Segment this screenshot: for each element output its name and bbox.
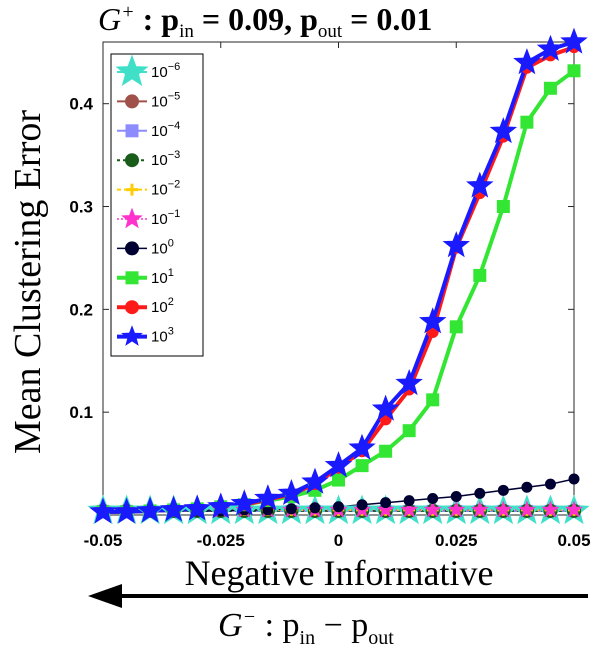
data-point <box>513 48 541 75</box>
data-point <box>402 424 416 438</box>
data-point <box>125 300 139 315</box>
data-point <box>496 200 510 214</box>
data-point <box>560 27 588 54</box>
data-point <box>497 484 509 496</box>
data-point <box>125 94 139 109</box>
data-point <box>567 64 581 78</box>
x-tick-label: 0.025 <box>435 531 478 550</box>
data-point <box>403 495 415 507</box>
data-point <box>254 484 282 511</box>
data-point <box>121 207 143 229</box>
data-point <box>400 500 419 518</box>
data-point <box>136 496 164 523</box>
data-point <box>494 500 513 518</box>
negative-direction-arrow <box>88 584 588 608</box>
data-point <box>541 500 560 518</box>
data-point <box>112 497 141 524</box>
x-tick-label: -0.05 <box>84 531 123 550</box>
data-point <box>489 117 518 144</box>
data-point <box>355 459 369 473</box>
x-tick-label: 0.05 <box>557 531 590 550</box>
data-point <box>379 444 393 458</box>
data-point <box>380 497 392 509</box>
data-point <box>230 489 259 516</box>
x-tick-label: 0 <box>334 531 343 550</box>
data-point <box>568 473 580 485</box>
data-point <box>473 268 487 282</box>
data-point <box>427 493 439 505</box>
data-point <box>126 183 138 196</box>
data-point <box>333 501 344 513</box>
data-point <box>520 115 534 129</box>
data-point <box>121 325 143 346</box>
data-point <box>159 495 188 522</box>
y-tick-label: 0.3 <box>69 198 93 217</box>
y-tick-label: 0.4 <box>69 95 93 114</box>
bottom-label: G− : pin − pout <box>218 606 394 646</box>
data-point <box>536 34 565 61</box>
data-point <box>418 307 447 334</box>
data-point <box>207 492 235 519</box>
data-point <box>470 500 489 518</box>
y-axis-label: Mean Clustering Error <box>7 110 49 454</box>
data-point <box>125 153 139 168</box>
x-tick-label: -0.025 <box>197 531 245 550</box>
data-point <box>474 487 486 499</box>
data-point <box>521 481 533 493</box>
data-point <box>301 467 329 494</box>
data-point <box>356 499 368 511</box>
data-point <box>324 451 353 478</box>
data-point <box>309 502 321 514</box>
data-point <box>125 271 139 285</box>
data-point <box>371 394 400 421</box>
data-point <box>125 124 139 138</box>
y-tick-label: 0.1 <box>69 403 93 422</box>
data-point <box>89 497 117 524</box>
data-point <box>348 433 376 460</box>
data-point <box>183 494 211 521</box>
data-point <box>544 478 556 490</box>
data-point <box>285 503 297 515</box>
data-point <box>466 171 494 198</box>
chart-title: G+ : pin = 0.09, pout = 0.01 <box>98 1 432 42</box>
data-point <box>565 500 583 518</box>
data-point <box>277 478 306 506</box>
data-point <box>332 473 345 487</box>
y-tick-label: 0.2 <box>69 300 93 319</box>
data-point <box>426 393 440 407</box>
data-point <box>543 81 557 95</box>
data-point <box>447 500 466 518</box>
series-markers <box>87 27 590 525</box>
data-point <box>517 500 536 518</box>
data-point <box>442 231 470 258</box>
data-point <box>376 500 395 518</box>
data-point <box>423 500 442 518</box>
data-point <box>115 54 149 87</box>
x-axis-label: Negative Informative <box>185 553 494 593</box>
axis-ticks: -0.05 -0.025 0 0.025 0.05 0.1 0.2 0.3 0.4 <box>69 42 591 550</box>
data-point <box>450 490 462 502</box>
data-point <box>125 241 139 256</box>
data-point <box>395 368 423 396</box>
data-point <box>449 320 463 334</box>
